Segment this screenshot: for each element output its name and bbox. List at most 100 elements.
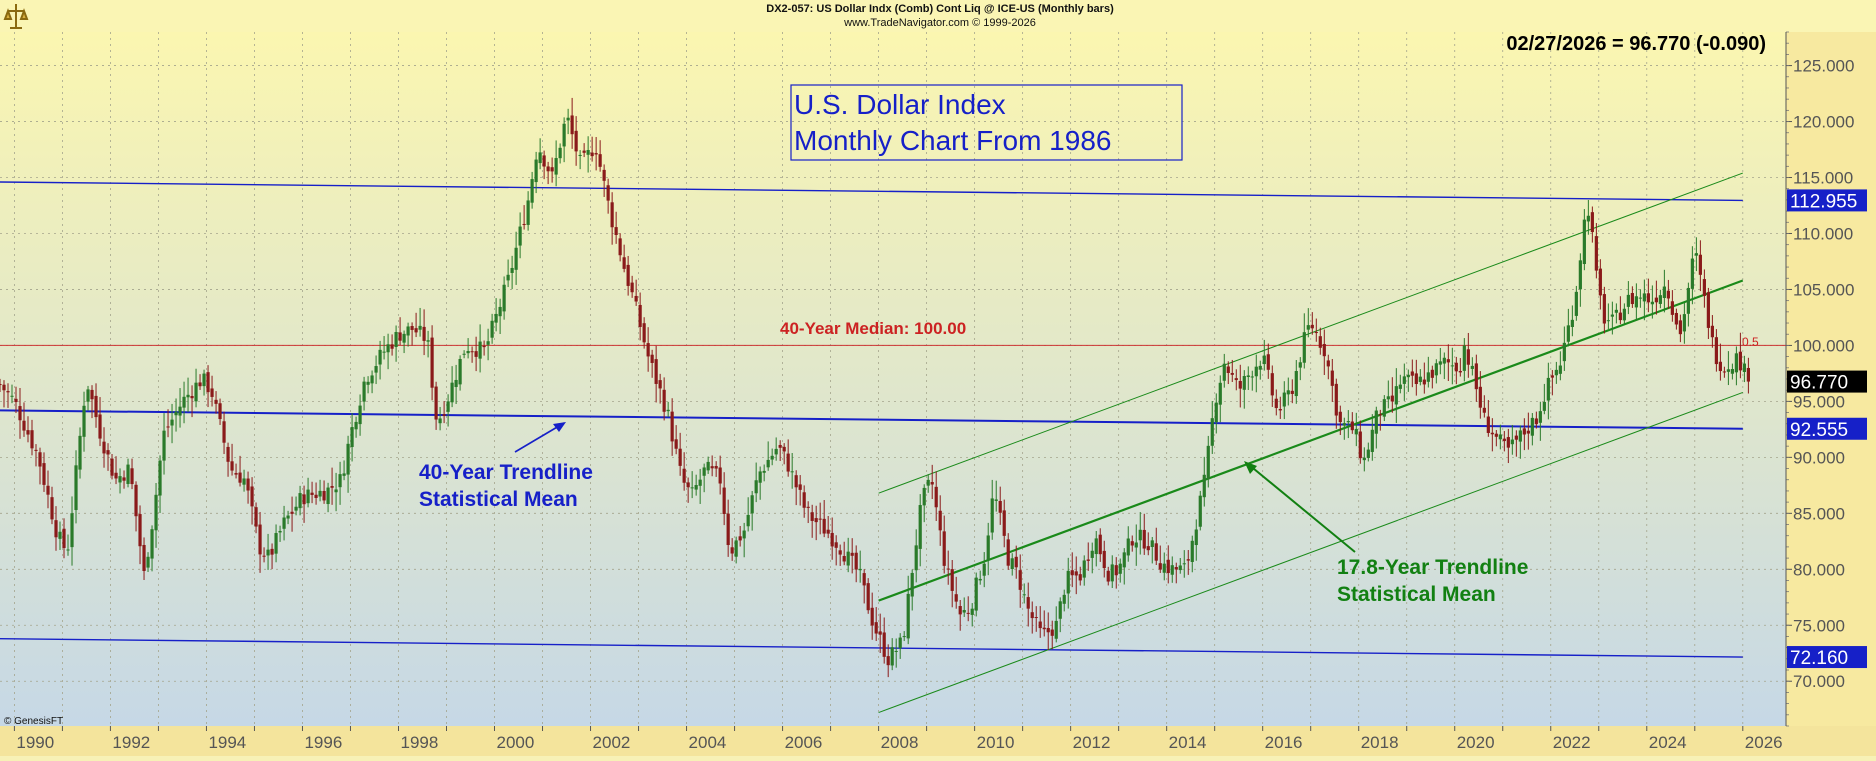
price-bar-body <box>410 326 414 330</box>
price-bar-body <box>962 610 966 613</box>
price-bar-body <box>1554 369 1558 376</box>
price-bar-body <box>1114 565 1118 576</box>
price-bar-body <box>910 572 914 597</box>
price-bar-body <box>1678 320 1682 335</box>
price-bar-body <box>442 414 446 416</box>
price-bar-body <box>290 511 294 514</box>
price-bar-body <box>1362 457 1366 461</box>
price-bar-body <box>126 464 130 484</box>
price-bar-body <box>1350 421 1354 431</box>
price-bar-body <box>314 494 318 498</box>
level-label-box <box>1787 646 1867 669</box>
copyright-text: © GenesisFT <box>4 716 63 727</box>
plot-background <box>0 32 1786 726</box>
y-tick-label: 115.000 <box>1793 169 1853 188</box>
price-bar-body <box>954 594 958 602</box>
price-bar-body <box>234 473 238 475</box>
price-bar-body <box>434 386 438 420</box>
x-tick-label: 2020 <box>1457 733 1495 752</box>
price-bar-body <box>1626 294 1630 307</box>
price-bar-body <box>22 420 26 431</box>
price-bar-body <box>498 306 502 317</box>
price-bar-body <box>1190 540 1194 562</box>
price-bar-body <box>1290 390 1294 394</box>
price-bar-body <box>1222 363 1226 381</box>
price-bar-body <box>1466 349 1470 365</box>
price-bar-body <box>794 475 798 488</box>
price-bar-body <box>1234 378 1238 381</box>
trend40-arrow <box>514 422 565 453</box>
price-bar-body <box>906 593 910 639</box>
price-bar-body <box>1334 383 1338 416</box>
x-tick-label: 1992 <box>112 733 150 752</box>
level-labels: 112.955 92.555 72.160 96.770 <box>1787 189 1867 669</box>
price-bar-body <box>1442 357 1446 364</box>
price-bar-body <box>550 167 554 172</box>
price-bar-body <box>342 473 346 476</box>
price-bar-body <box>278 530 282 533</box>
price-bar-body <box>18 406 22 421</box>
price-bars <box>0 97 1750 678</box>
price-bar-body <box>274 533 278 554</box>
price-bar-body <box>1162 563 1166 573</box>
price-bar-body <box>1178 565 1182 571</box>
price-bar-body <box>1198 495 1202 527</box>
price-bar-body <box>1310 324 1314 329</box>
price-bar-body <box>1106 570 1110 582</box>
price-bar-body <box>1542 401 1546 411</box>
price-bar-body <box>366 381 370 385</box>
price-bar-body <box>90 389 94 400</box>
price-bar-body <box>1034 617 1038 619</box>
price-bar-body <box>1502 438 1506 442</box>
price-bar-body <box>1042 627 1046 630</box>
price-bar-body <box>1506 437 1510 448</box>
price-bar-body <box>1214 402 1218 423</box>
last-price-label: 96.770 <box>1790 373 1848 394</box>
price-bar-body <box>902 636 906 638</box>
price-bar-body <box>38 452 42 467</box>
y-tick-label: 75.000 <box>1793 616 1845 635</box>
price-bar-body <box>786 453 790 472</box>
price-bar-body <box>1714 337 1718 365</box>
price-bar-body <box>454 379 458 388</box>
price-bar-body <box>1674 312 1678 325</box>
price-bar-body <box>1026 597 1030 609</box>
price-bar-body <box>418 325 422 330</box>
price-bar-body <box>822 518 826 534</box>
price-bar-body <box>974 577 978 611</box>
price-bar-body <box>670 411 674 442</box>
price-bar-body <box>1366 449 1370 458</box>
price-bar-body <box>798 484 802 490</box>
price-bar-body <box>1174 567 1178 570</box>
price-bar-body <box>754 480 758 494</box>
price-bar-body <box>1378 414 1382 416</box>
price-bar-body <box>1010 558 1014 570</box>
price-bar-body <box>142 544 146 572</box>
price-bar-body <box>1546 377 1550 401</box>
price-bar-body <box>986 535 990 560</box>
price-bar-body <box>78 435 82 470</box>
price-bar-body <box>1218 382 1222 405</box>
price-bar-body <box>990 498 994 533</box>
price-bar-body <box>466 351 470 354</box>
price-bar-body <box>1058 601 1062 619</box>
price-bar-body <box>650 354 654 363</box>
price-bar-body <box>1418 376 1422 382</box>
x-tick-label: 1994 <box>208 733 246 752</box>
price-bar-body <box>1522 428 1526 435</box>
price-bar-body <box>1186 559 1190 561</box>
price-bar-body <box>770 455 774 460</box>
y-tick-label: 125.000 <box>1793 57 1854 76</box>
price-bar-body <box>326 487 330 505</box>
price-bar-body <box>1086 559 1090 561</box>
price-bar-body <box>602 169 606 181</box>
price-bar-body <box>570 115 574 135</box>
price-bar-body <box>506 274 510 281</box>
price-bar-body <box>1482 407 1486 413</box>
price-bar-body <box>538 152 542 164</box>
price-bar-body <box>1242 376 1246 390</box>
price-bar-body <box>134 484 138 517</box>
price-bar-body <box>734 540 738 557</box>
price-bar-body <box>678 448 682 466</box>
price-bar-body <box>1694 253 1698 256</box>
